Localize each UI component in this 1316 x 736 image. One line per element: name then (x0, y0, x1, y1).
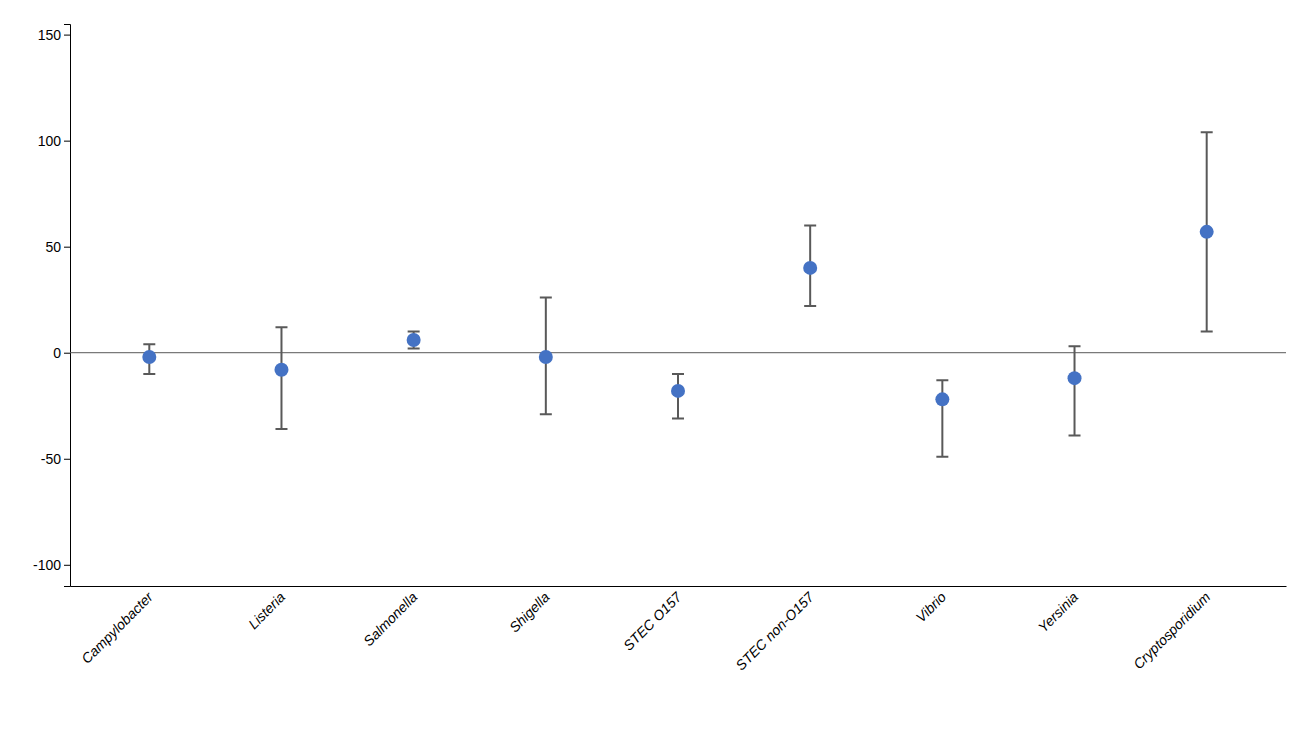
x-tick-label: Cryptosporidium (1130, 589, 1214, 673)
y-tick-mark (64, 565, 70, 566)
chart: -100 -50 0 50 100 150 Campylobacter Listeria Sal… (0, 0, 1316, 736)
error-bar-lower (275, 370, 287, 429)
x-axis-line (71, 586, 1287, 587)
y-tick-label: -100 (33, 557, 61, 573)
x-tick-label: Vibrio (913, 589, 950, 626)
x-tick-label: STEC non-O157 (732, 588, 817, 673)
point (274, 363, 288, 377)
point (407, 333, 421, 347)
zero-line (70, 352, 1286, 353)
y-tick: -50 (41, 451, 70, 467)
error-bars (143, 132, 1212, 456)
point (1200, 225, 1214, 239)
y-tick: -100 (33, 557, 70, 573)
error-bar-lower (540, 357, 552, 414)
y-tick-label: 0 (53, 345, 61, 361)
x-tick-label: Yersinia (1035, 589, 1082, 636)
y-tick-label: 150 (38, 27, 62, 43)
y-axis: -100 -50 0 50 100 150 (33, 25, 71, 587)
point (803, 261, 817, 275)
x-tick: Listeria (245, 589, 288, 632)
error-bar-lower (1069, 378, 1081, 435)
marks (70, 132, 1286, 456)
x-tick-label: Salmonella (360, 589, 420, 649)
x-tick: Cryptosporidium (1130, 589, 1214, 673)
x-tick: Salmonella (360, 589, 420, 649)
plot-area: -100 -50 0 50 100 150 Campylobacter Listeria Sal… (33, 25, 1287, 674)
y-tick-mark (64, 35, 70, 36)
point (142, 350, 156, 364)
point (671, 384, 685, 398)
error-bar-upper (1201, 132, 1213, 232)
x-tick: Vibrio (913, 589, 950, 626)
point (935, 392, 949, 406)
y-tick-label: 100 (38, 133, 62, 149)
x-tick-label: Campylobacter (78, 588, 157, 667)
y-tick: 0 (53, 345, 70, 361)
x-tick-label: STEC O157 (620, 588, 686, 654)
y-tick: 50 (45, 239, 70, 255)
y-axis-line (64, 25, 71, 587)
x-tick: STEC non-O157 (732, 588, 817, 673)
x-tick: STEC O157 (620, 588, 686, 654)
point (539, 350, 553, 364)
y-tick-label: -50 (41, 451, 61, 467)
y-tick: 100 (38, 133, 70, 149)
x-tick-label: Listeria (245, 589, 288, 632)
points (142, 225, 1213, 407)
point (1068, 371, 1082, 385)
error-bar-lower (936, 399, 948, 456)
error-bar-lower (1201, 232, 1213, 332)
y-tick-label: 50 (45, 239, 61, 255)
x-tick-label: Shigella (506, 589, 553, 636)
x-tick: Campylobacter (78, 588, 157, 667)
y-tick: 150 (38, 27, 70, 43)
y-tick-mark (64, 459, 70, 460)
y-tick-mark (64, 141, 70, 142)
x-tick: Shigella (506, 589, 553, 636)
x-tick: Yersinia (1035, 589, 1082, 636)
y-tick-mark (64, 353, 70, 354)
error-bar-upper (540, 298, 552, 357)
y-tick-mark (64, 247, 70, 248)
x-axis: Campylobacter Listeria Salmonella Shigella S… (71, 587, 1287, 674)
